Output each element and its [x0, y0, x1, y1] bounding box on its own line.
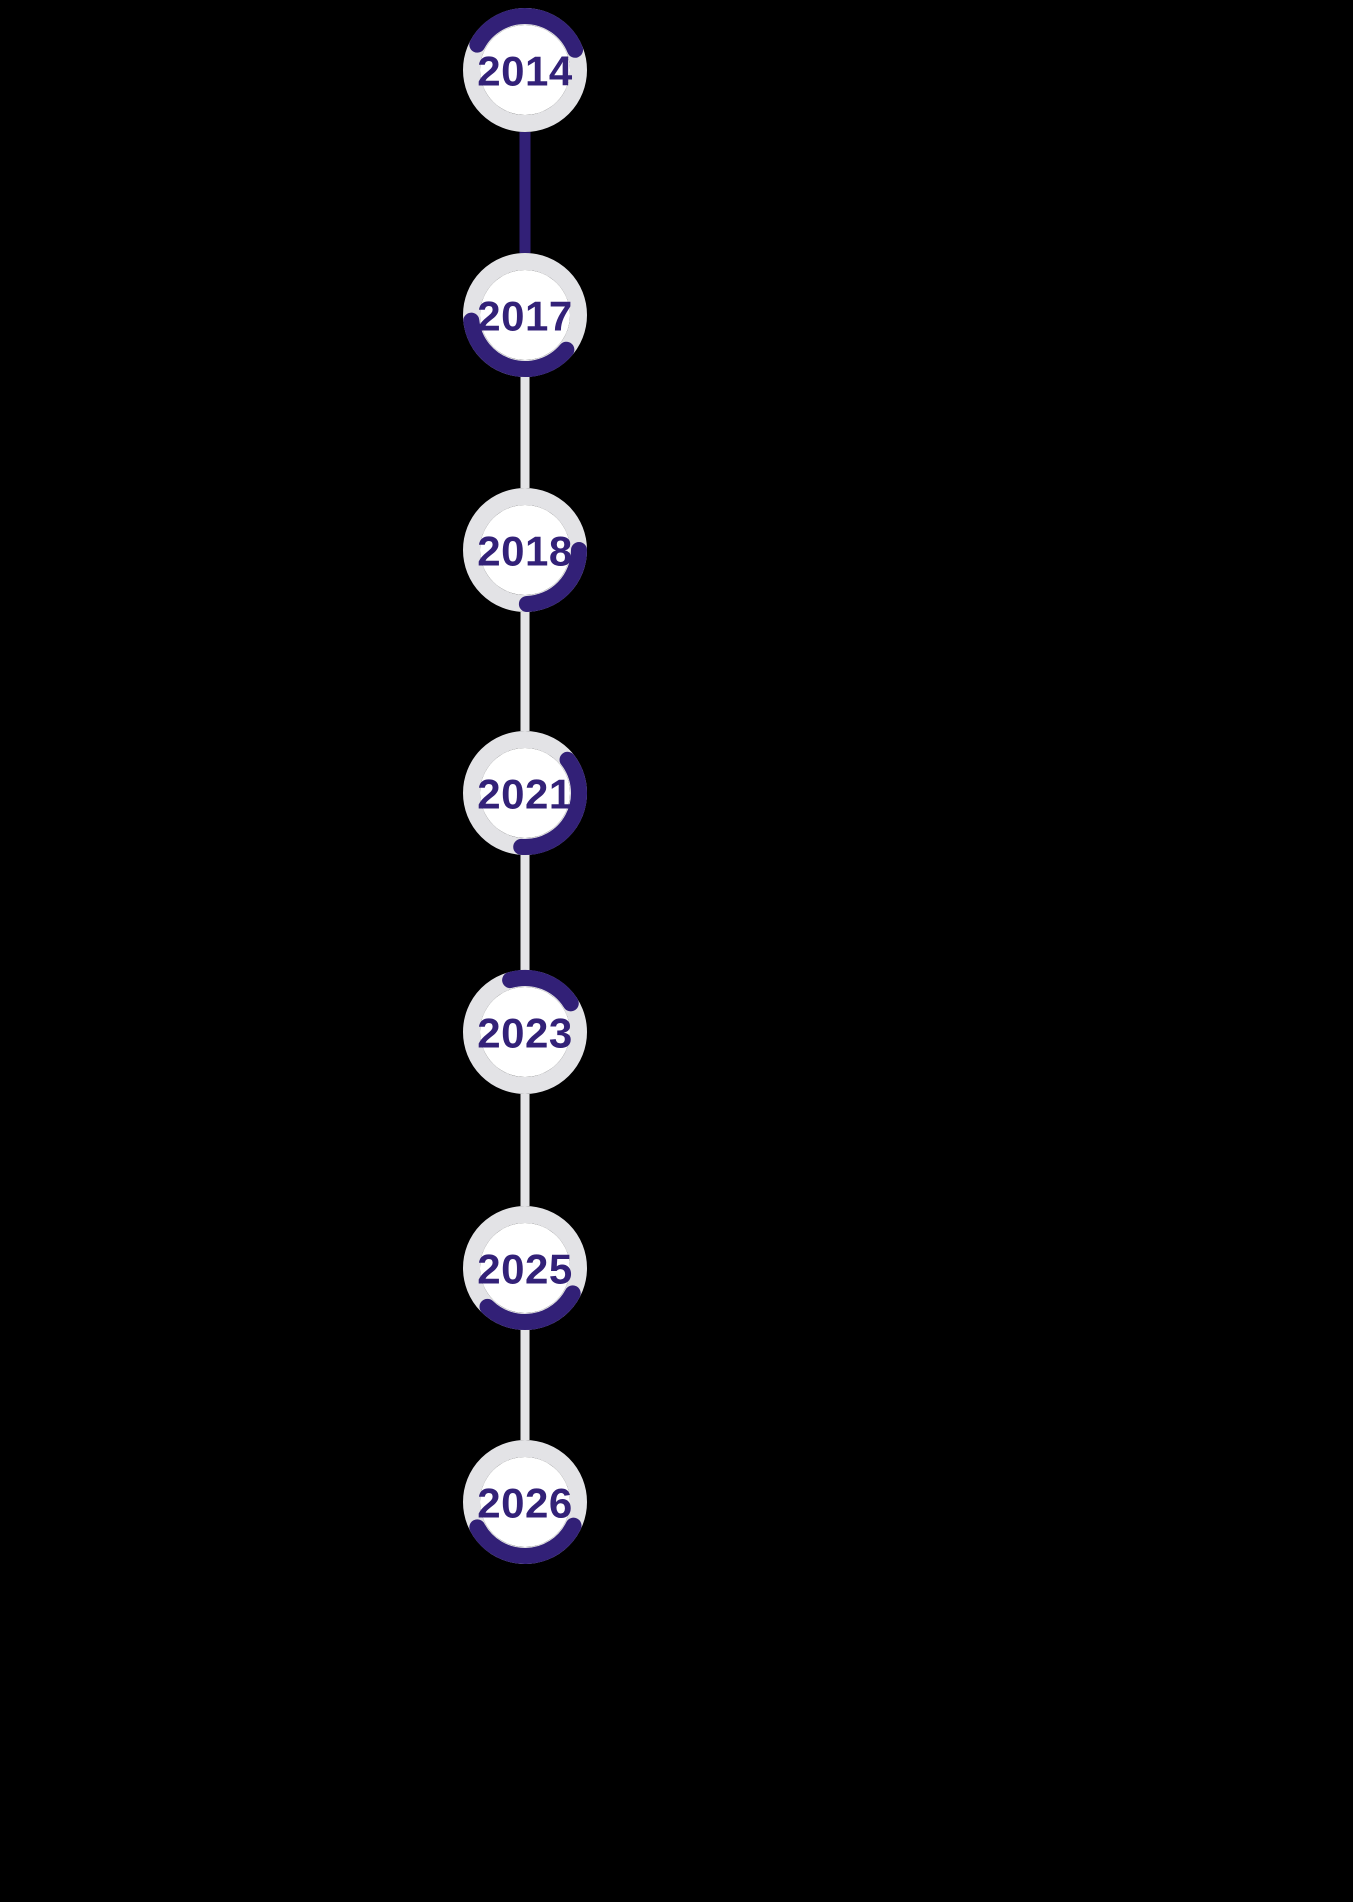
node-2014[interactable]: 2014	[463, 8, 587, 132]
node-fill	[480, 1457, 570, 1547]
node-progress-arc	[479, 1285, 581, 1330]
node-year-label: 2017	[477, 293, 572, 340]
node-fill	[480, 748, 570, 838]
node-year-label: 2021	[477, 771, 572, 818]
node-year-label: 2014	[477, 48, 573, 95]
node-fill	[480, 1223, 570, 1313]
node-progress-arc	[518, 542, 587, 612]
node-2017[interactable]: 2017	[463, 253, 587, 377]
node-year-label: 2026	[477, 1480, 572, 1527]
node-progress-arc	[513, 751, 587, 855]
node-year-label: 2018	[477, 528, 572, 575]
node-2025[interactable]: 2025	[463, 1206, 587, 1330]
node-2021[interactable]: 2021	[463, 731, 587, 855]
node-2026[interactable]: 2026	[463, 1440, 587, 1564]
node-fill	[480, 505, 570, 595]
node-2018[interactable]: 2018	[463, 488, 587, 612]
node-fill	[480, 270, 570, 360]
node-year-label: 2023	[477, 1010, 572, 1057]
node-2023[interactable]: 2023	[463, 970, 587, 1094]
node-year-label: 2025	[477, 1246, 572, 1293]
node-fill	[480, 987, 570, 1077]
node-progress-arc	[502, 970, 579, 1012]
node-fill	[480, 25, 570, 115]
node-progress-arc	[469, 1517, 582, 1564]
node-progress-arc	[469, 8, 584, 58]
node-progress-arc	[463, 312, 575, 377]
